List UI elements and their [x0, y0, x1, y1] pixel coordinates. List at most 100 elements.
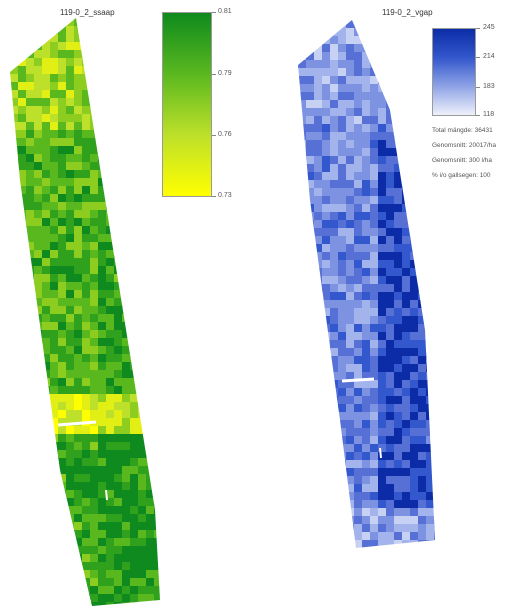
map-cell	[58, 42, 67, 51]
map-cell	[402, 460, 411, 469]
map-cell	[90, 322, 99, 331]
map-cell	[106, 578, 115, 587]
map-cell	[114, 546, 123, 555]
map-cell	[82, 282, 91, 291]
map-cell	[370, 284, 379, 293]
map-cell	[74, 410, 83, 419]
map-cell	[10, 66, 19, 75]
map-cell	[130, 490, 139, 499]
map-cell	[410, 268, 419, 277]
map-cell	[82, 490, 91, 499]
map-cell	[26, 114, 35, 123]
map-cell	[394, 140, 403, 149]
map-cell	[418, 196, 427, 205]
map-cell	[418, 60, 427, 69]
map-cell	[394, 52, 403, 61]
map-cell	[66, 250, 75, 259]
map-cell	[322, 220, 331, 229]
map-cell	[58, 130, 67, 139]
map-cell	[90, 410, 99, 419]
map-cell	[330, 140, 339, 149]
map-cell	[90, 458, 99, 467]
map-cell	[322, 108, 331, 117]
map-cell	[346, 220, 355, 229]
map-cell	[434, 484, 435, 493]
map-cell	[426, 356, 435, 365]
map-cell	[362, 524, 371, 533]
map-cell	[402, 36, 411, 45]
map-cell	[378, 84, 387, 93]
map-cell	[370, 268, 379, 277]
map-cell	[418, 476, 427, 485]
map-cell	[82, 506, 91, 515]
map-cell	[426, 364, 435, 373]
map-cell	[346, 84, 355, 93]
map-cell	[354, 76, 363, 85]
map-cell	[434, 220, 435, 229]
map-cell	[98, 322, 107, 331]
map-cell	[426, 516, 435, 525]
map-cell	[434, 428, 435, 437]
map-cell	[74, 514, 83, 523]
map-cell	[330, 420, 339, 429]
map-cell	[298, 500, 307, 509]
map-cell	[402, 316, 411, 325]
map-cell	[330, 308, 339, 317]
map-cell	[370, 60, 379, 69]
map-cell	[410, 196, 419, 205]
map-cell	[130, 554, 139, 563]
map-cell	[346, 372, 355, 381]
map-cell	[34, 298, 43, 307]
map-cell	[330, 484, 339, 493]
map-cell	[298, 220, 307, 229]
map-cell	[66, 474, 75, 483]
map-cell	[58, 338, 67, 347]
map-cell	[106, 554, 115, 563]
map-cell	[362, 452, 371, 461]
map-cell	[394, 388, 403, 397]
map-cell	[394, 332, 403, 341]
map-cell	[394, 116, 403, 125]
map-cell	[58, 178, 67, 187]
map-cell	[90, 354, 99, 363]
map-cell	[138, 570, 147, 579]
map-cell	[386, 460, 395, 469]
map-cell	[402, 156, 411, 165]
map-cell	[394, 516, 403, 525]
map-cell	[346, 140, 355, 149]
map-cell	[386, 348, 395, 357]
map-cell	[138, 498, 147, 507]
map-cell	[378, 284, 387, 293]
map-cell	[74, 490, 83, 499]
map-cell	[418, 316, 427, 325]
map-cell	[418, 236, 427, 245]
map-cell	[122, 482, 131, 491]
map-cell	[106, 354, 115, 363]
map-cell	[338, 396, 347, 405]
map-cell	[338, 140, 347, 149]
map-cell	[338, 204, 347, 213]
map-cell	[346, 284, 355, 293]
map-cell	[130, 418, 139, 427]
map-cell	[434, 204, 435, 213]
map-cell	[402, 540, 411, 548]
map-cell	[370, 172, 379, 181]
map-cell	[298, 172, 307, 181]
map-cell	[386, 108, 395, 117]
map-cell	[354, 132, 363, 141]
map-cell	[34, 258, 43, 267]
map-cell	[370, 516, 379, 525]
map-cell	[394, 276, 403, 285]
map-cell	[66, 210, 75, 219]
map-cell	[322, 260, 331, 269]
map-cell	[306, 188, 315, 197]
map-cell	[42, 322, 51, 331]
map-cell	[426, 196, 435, 205]
map-cell	[434, 540, 435, 548]
map-cell	[58, 418, 67, 427]
map-cell	[138, 514, 147, 523]
map-cell	[354, 244, 363, 253]
map-cell	[410, 340, 419, 349]
map-cell	[82, 562, 91, 571]
